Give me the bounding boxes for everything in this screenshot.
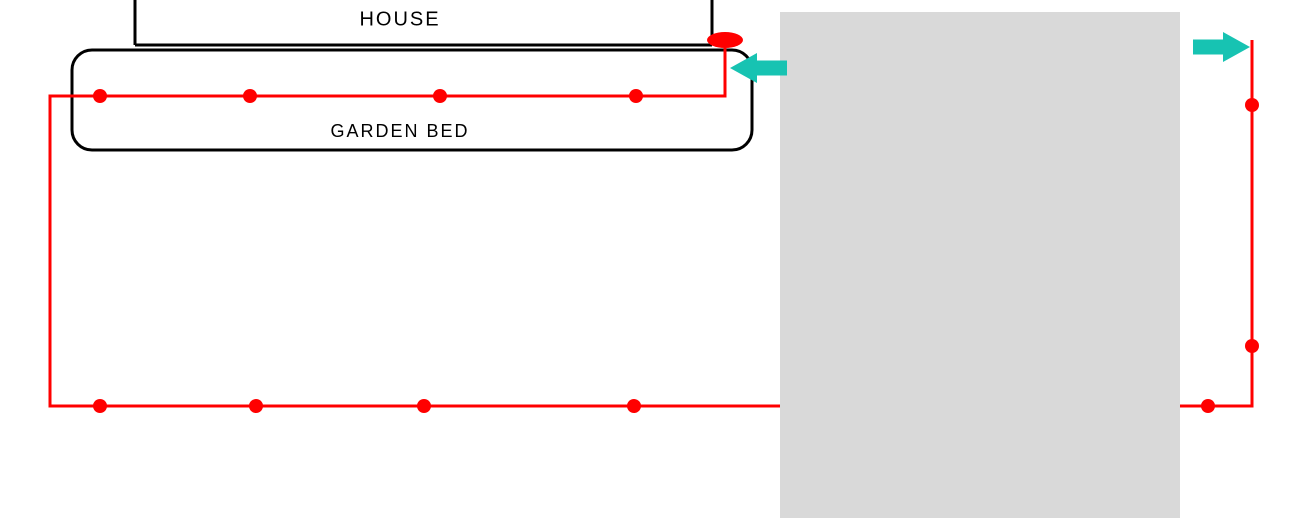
pipe-lower-run bbox=[1180, 40, 1252, 406]
pipe-node bbox=[627, 399, 641, 413]
pipe-node bbox=[93, 89, 107, 103]
pipe-node bbox=[1245, 339, 1259, 353]
pipe-node bbox=[93, 399, 107, 413]
pipe-node bbox=[243, 89, 257, 103]
pipe-node bbox=[629, 89, 643, 103]
pipe-node bbox=[1245, 98, 1259, 112]
flow-arrow-left bbox=[730, 53, 787, 83]
pipe-node bbox=[433, 89, 447, 103]
garden_bed-label: GARDEN BED bbox=[330, 121, 469, 141]
pipe-upper-run bbox=[50, 48, 780, 406]
pipe-node bbox=[249, 399, 263, 413]
flow-arrow-right bbox=[1193, 32, 1250, 62]
source-marker bbox=[707, 32, 743, 48]
house-label: HOUSE bbox=[359, 8, 440, 30]
pipe-node bbox=[417, 399, 431, 413]
pipe-node bbox=[1201, 399, 1215, 413]
patio-block bbox=[780, 12, 1180, 518]
